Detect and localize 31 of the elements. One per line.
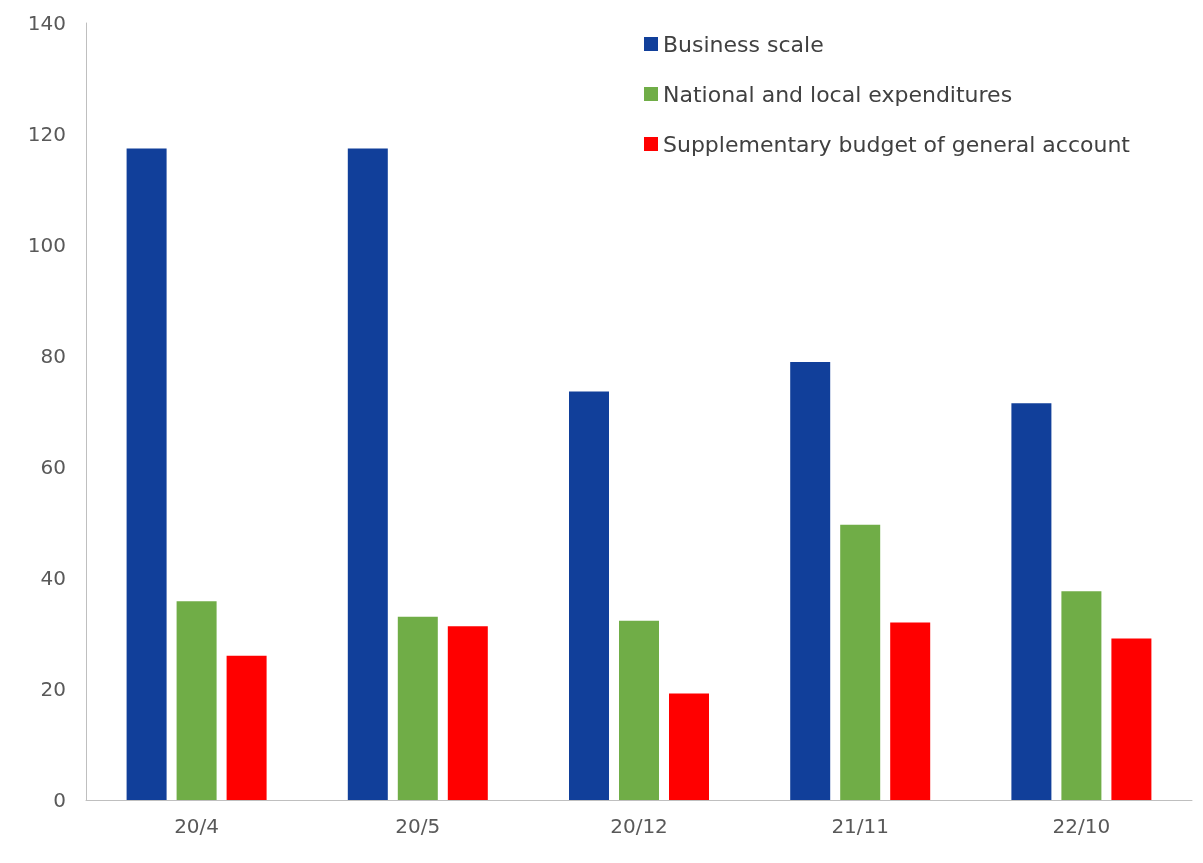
bar: [1111, 638, 1152, 800]
bar: [397, 616, 438, 800]
bar: [347, 148, 388, 800]
x-tick-label: 21/11: [831, 814, 890, 838]
x-tick-label: 20/12: [610, 814, 668, 838]
bar: [176, 601, 217, 800]
y-tick-label: 120: [27, 122, 66, 146]
y-tick-label: 20: [40, 677, 66, 701]
bar: [1061, 591, 1102, 800]
bar: [890, 622, 931, 800]
y-tick-label: 100: [27, 233, 66, 257]
bar: [569, 391, 609, 800]
bar: [226, 655, 267, 800]
y-tick-label: 40: [40, 566, 66, 590]
x-tick-label: 22/10: [1052, 814, 1111, 838]
bar: [669, 693, 709, 800]
legend-label: Business scale: [662, 31, 824, 57]
y-tick-label: 80: [40, 344, 66, 368]
bar: [840, 524, 881, 800]
y-tick-label: 0: [53, 788, 66, 812]
x-tick-label: 20/4: [174, 814, 220, 838]
x-tick-label: 20/5: [395, 814, 441, 838]
y-tick-label: 60: [40, 455, 66, 479]
bar: [126, 148, 167, 800]
legend-label: Supplementary budget of general account: [662, 131, 1131, 157]
bar: [1011, 403, 1052, 800]
bar: [619, 620, 659, 800]
bar: [447, 626, 488, 800]
y-tick-label: 140: [27, 11, 66, 35]
legend-label: National and local expenditures: [662, 81, 1013, 107]
bar: [790, 362, 831, 800]
